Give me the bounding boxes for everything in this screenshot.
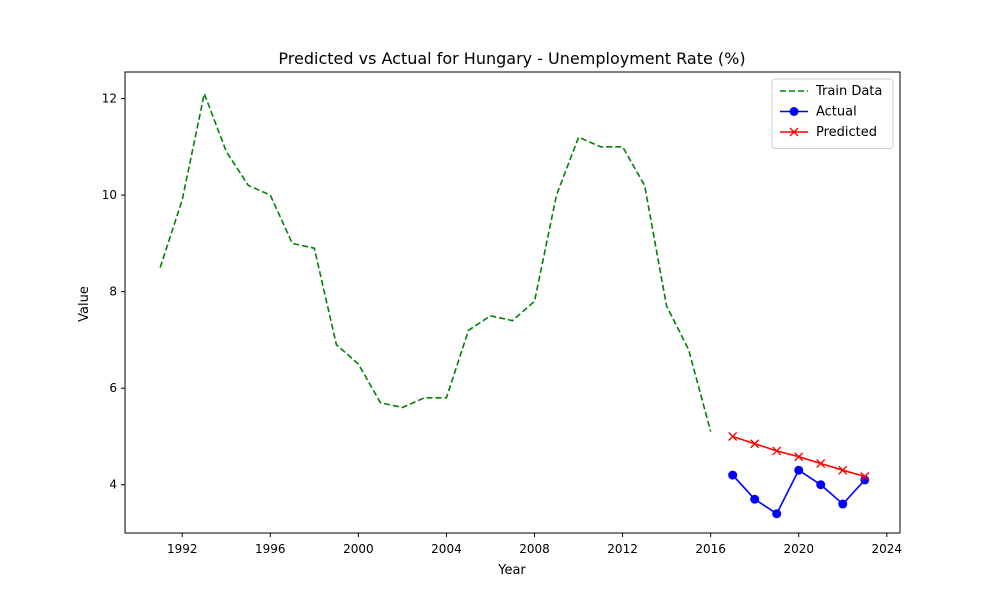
data-point-stroke bbox=[794, 452, 804, 462]
legend: Train Data Actual Predicted bbox=[771, 78, 894, 149]
legend-marker bbox=[789, 127, 799, 137]
plot-frame bbox=[124, 71, 901, 534]
data-point bbox=[838, 499, 848, 509]
x-tick-label: 2024 bbox=[872, 542, 903, 556]
legend-label: Actual bbox=[816, 105, 857, 120]
data-point-stroke bbox=[860, 472, 870, 482]
y-tick-label: 12 bbox=[102, 92, 117, 106]
x-tick-label: 2004 bbox=[431, 542, 462, 556]
x-tick-label: 2016 bbox=[695, 542, 726, 556]
data-point bbox=[772, 446, 782, 456]
data-point bbox=[860, 472, 870, 482]
chart-title: Predicted vs Actual for Hungary - Unempl… bbox=[278, 49, 745, 68]
data-point bbox=[816, 458, 826, 468]
x-axis-label: Year bbox=[497, 563, 526, 578]
y-tick-label: 6 bbox=[109, 381, 117, 395]
x-tick-label: 1996 bbox=[255, 542, 286, 556]
y-axis-label: Value bbox=[77, 286, 92, 322]
data-point-stroke bbox=[772, 446, 782, 456]
data-point-stroke bbox=[816, 458, 826, 468]
y-tick-label: 8 bbox=[109, 285, 117, 299]
legend-label: Predicted bbox=[816, 125, 877, 140]
data-point bbox=[860, 475, 870, 485]
data-point bbox=[816, 480, 826, 490]
data-point bbox=[728, 431, 738, 441]
data-point bbox=[772, 509, 782, 519]
legend-box bbox=[771, 78, 894, 149]
y-tick-label: 10 bbox=[102, 188, 117, 202]
data-point bbox=[794, 465, 804, 475]
y-tick-label: 4 bbox=[109, 478, 117, 492]
plot-area: 1992 1996 2000 2004 2008 2012 2016 2020 2024 4 6 8 1… bbox=[102, 71, 903, 556]
x-tick-label: 2012 bbox=[607, 542, 638, 556]
data-point-stroke bbox=[728, 431, 738, 441]
data-point bbox=[728, 470, 738, 480]
data-point bbox=[838, 465, 848, 475]
data-point-stroke bbox=[838, 465, 848, 475]
data-point bbox=[750, 439, 760, 449]
x-tick-label: 2000 bbox=[343, 542, 374, 556]
data-point bbox=[794, 452, 804, 462]
data-point-stroke bbox=[750, 439, 760, 449]
x-tick-label: 1992 bbox=[167, 542, 198, 556]
x-tick-label: 2020 bbox=[783, 542, 814, 556]
series-line bbox=[159, 90, 712, 432]
legend-label: Train Data bbox=[815, 84, 882, 99]
data-point bbox=[750, 494, 760, 504]
legend-marker bbox=[789, 107, 799, 116]
x-tick-label: 2008 bbox=[519, 542, 550, 556]
